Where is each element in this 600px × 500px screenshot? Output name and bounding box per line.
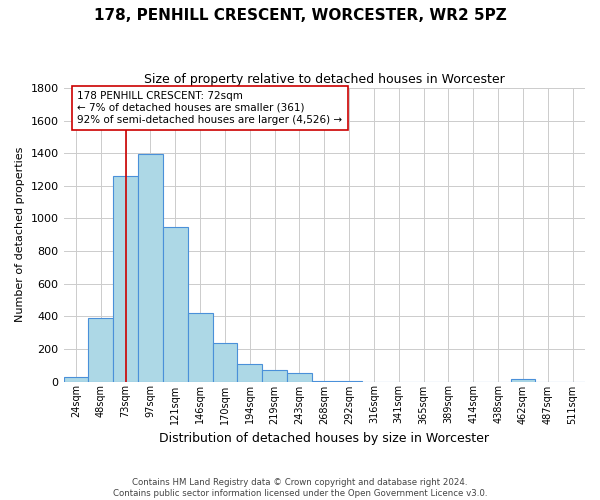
Bar: [212, 343, 238, 382]
Bar: [64, 378, 88, 382]
Bar: [188, 313, 212, 382]
Bar: [88, 318, 113, 382]
Bar: [337, 380, 362, 382]
Text: 178, PENHILL CRESCENT, WORCESTER, WR2 5PZ: 178, PENHILL CRESCENT, WORCESTER, WR2 5P…: [94, 8, 506, 22]
X-axis label: Distribution of detached houses by size in Worcester: Distribution of detached houses by size …: [159, 432, 489, 445]
Bar: [138, 154, 163, 382]
Text: 178 PENHILL CRESCENT: 72sqm
← 7% of detached houses are smaller (361)
92% of sem: 178 PENHILL CRESCENT: 72sqm ← 7% of deta…: [77, 92, 343, 124]
Text: Contains HM Land Registry data © Crown copyright and database right 2024.
Contai: Contains HM Land Registry data © Crown c…: [113, 478, 487, 498]
Bar: [113, 176, 138, 382]
Bar: [262, 370, 287, 382]
Bar: [511, 379, 535, 382]
Y-axis label: Number of detached properties: Number of detached properties: [15, 147, 25, 322]
Bar: [287, 374, 312, 382]
Bar: [163, 226, 188, 382]
Bar: [238, 364, 262, 382]
Title: Size of property relative to detached houses in Worcester: Size of property relative to detached ho…: [144, 72, 505, 86]
Bar: [312, 380, 337, 382]
